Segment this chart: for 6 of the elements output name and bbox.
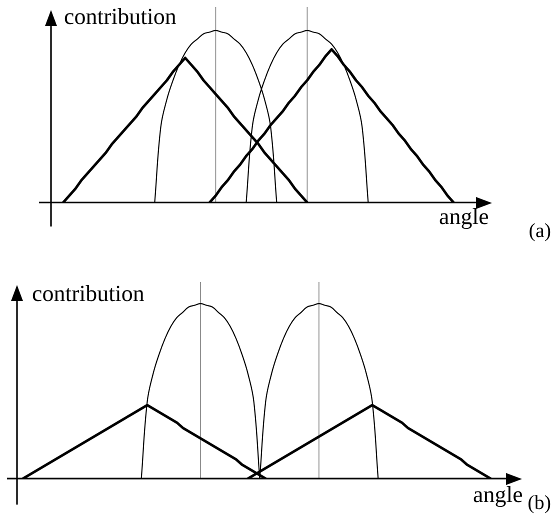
x-axis-title: angle bbox=[439, 204, 489, 229]
x-axis-title: angle bbox=[473, 482, 523, 507]
text: (a) bbox=[528, 220, 551, 242]
y-axis-title: contribution bbox=[32, 281, 144, 306]
text: (b) bbox=[528, 492, 551, 514]
y-axis-title: contribution bbox=[64, 4, 176, 29]
